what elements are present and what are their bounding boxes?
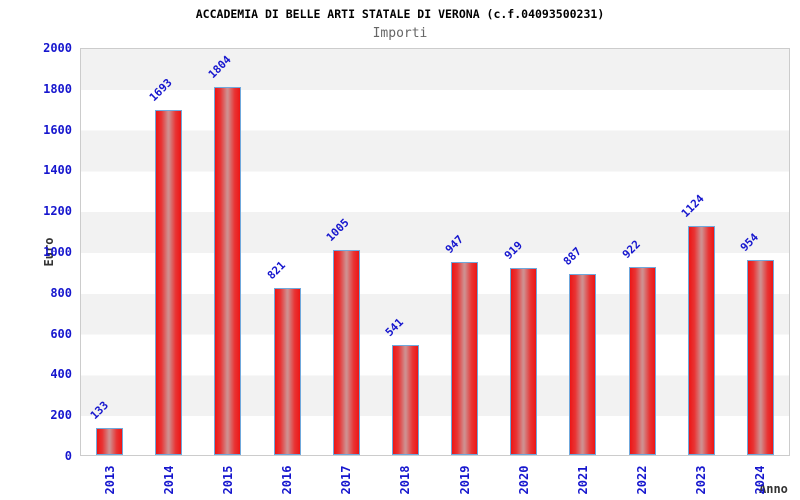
y-tick-label-0: 0 [64,449,72,463]
x-tick-label-2022: 2022 [635,465,650,495]
y-tick-label-1200: 1200 [43,204,72,219]
bar-2013 [96,427,124,455]
bar-2015 [214,86,242,455]
bar-2016 [273,287,301,455]
x-tick-label-2019: 2019 [457,465,472,495]
bar-2022 [628,266,656,455]
plot-area [80,48,790,456]
x-axis-title: Anno [759,482,788,496]
x-tick-label-2018: 2018 [398,465,413,495]
bar-2023 [687,225,715,455]
bar-2021 [569,274,597,455]
y-tick-label-800: 800 [50,285,72,300]
chart-title: ACCADEMIA DI BELLE ARTI STATALE DI VERON… [195,7,605,21]
y-tick-label-1400: 1400 [43,163,72,178]
x-tick-label-2016: 2016 [280,465,295,495]
bar-2019 [451,261,479,455]
bar-2014 [155,109,183,455]
x-tick-label-2023: 2023 [694,465,709,495]
y-tick-label-600: 600 [50,326,72,341]
bar-2017 [332,249,360,455]
y-tick-label-1800: 1800 [43,81,72,96]
y-tick-label-1000: 1000 [43,245,72,259]
bar-2024 [746,260,774,455]
x-tick-label-2021: 2021 [575,465,590,495]
y-tick-label-400: 400 [50,367,72,382]
x-tick-label-2020: 2020 [516,465,531,495]
x-tick-label-2014: 2014 [161,465,176,495]
y-tick-label-1600: 1600 [43,122,72,137]
x-tick-label-2013: 2013 [102,465,117,495]
x-tick-label-2024: 2024 [753,465,768,495]
y-tick-label-200: 200 [50,408,72,423]
bar-2018 [391,344,419,455]
y-tick-label-2000: 2000 [43,41,72,55]
chart-subtitle: Importi [372,26,428,41]
x-tick-label-2015: 2015 [220,465,235,495]
bar-2020 [510,267,538,455]
x-tick-label-2017: 2017 [339,465,354,495]
